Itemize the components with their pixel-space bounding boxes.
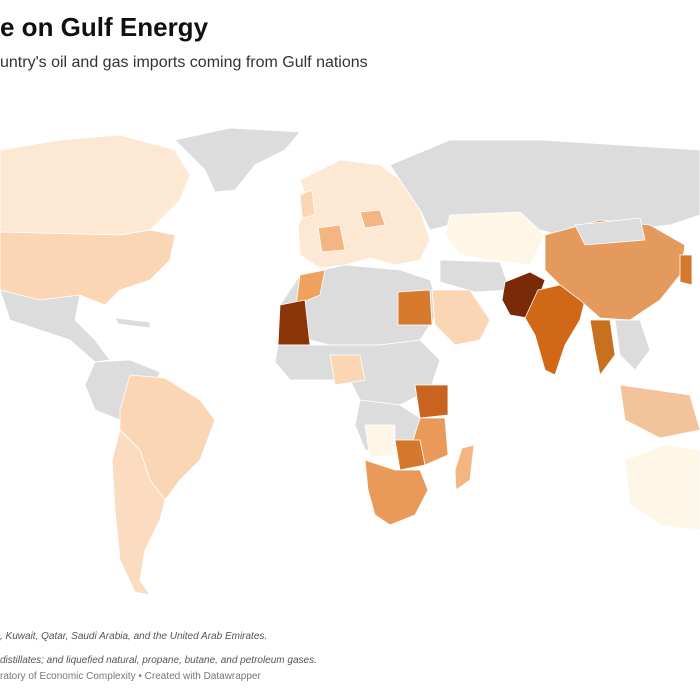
- country-region: [614, 319, 651, 371]
- country-region: [574, 217, 646, 246]
- country-region: [679, 254, 693, 286]
- note: , Kuwait, Qatar, Saudi Arabia, and the U…: [0, 631, 268, 642]
- country-region: [414, 384, 449, 419]
- subtitle: untry's oil and gas imports coming from …: [0, 54, 368, 71]
- country-region: [589, 319, 616, 376]
- country-region: [0, 289, 111, 363]
- country-region: [364, 459, 429, 526]
- note: distillates; and liquefied natural, prop…: [0, 655, 317, 666]
- country-region: [431, 289, 491, 346]
- country-region: [114, 317, 151, 329]
- country-region: [299, 189, 316, 219]
- country-region: [624, 444, 700, 531]
- country-region: [329, 354, 366, 386]
- country-region: [444, 211, 546, 266]
- country-region: [359, 209, 386, 229]
- country-region: [394, 439, 426, 471]
- country-region: [389, 139, 700, 236]
- country-region: [119, 374, 216, 501]
- source: ratory of Economic Complexity • Created …: [0, 671, 261, 682]
- country-region: [317, 224, 346, 253]
- country-region: [619, 384, 700, 439]
- country-region: [111, 429, 166, 596]
- country-region: [295, 269, 326, 306]
- title: e on Gulf Energy: [0, 12, 209, 42]
- country-region: [397, 289, 433, 326]
- country-region: [0, 229, 176, 306]
- country-region: [0, 134, 191, 236]
- country-region: [524, 284, 586, 376]
- country-region: [364, 424, 396, 459]
- country-region: [174, 127, 301, 193]
- country-region: [439, 259, 511, 293]
- country-region: [277, 299, 311, 346]
- country-region: [454, 444, 475, 491]
